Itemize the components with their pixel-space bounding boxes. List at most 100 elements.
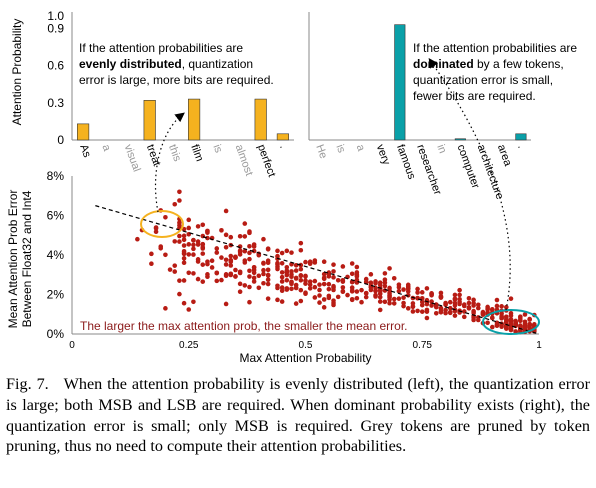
scatter-point bbox=[349, 289, 355, 294]
scatter-point bbox=[485, 306, 490, 311]
left-annotation-line: error is large, more bits are required. bbox=[79, 73, 274, 87]
scatter-point bbox=[335, 294, 341, 300]
scatter-point bbox=[200, 222, 206, 228]
right-annotation-line: quantization error is small, bbox=[413, 73, 553, 87]
scatter-point bbox=[265, 296, 271, 301]
scatter-point bbox=[415, 308, 420, 314]
scatter-point bbox=[331, 285, 336, 291]
scatter-point bbox=[504, 318, 509, 323]
scatter-point bbox=[457, 292, 462, 298]
scatter-point bbox=[209, 265, 215, 270]
left-token-label: . bbox=[277, 143, 289, 150]
scatter-point bbox=[513, 318, 518, 324]
scatter-y-tick-label: 6% bbox=[47, 209, 65, 223]
scatter-point bbox=[382, 299, 388, 305]
left-y-tick-label: 0.3 bbox=[47, 96, 64, 110]
caption-label: Fig. 7. bbox=[6, 375, 49, 393]
scatter-point bbox=[214, 270, 220, 276]
scatter-point bbox=[490, 315, 495, 321]
scatter-point bbox=[527, 316, 532, 322]
scatter-point bbox=[504, 314, 509, 320]
scatter-point bbox=[256, 285, 262, 291]
scatter-point bbox=[359, 287, 364, 293]
scatter-point bbox=[275, 297, 280, 303]
scatter-point bbox=[247, 256, 252, 262]
scatter-point bbox=[499, 315, 504, 321]
left-y-tick-label: 0.9 bbox=[47, 21, 64, 35]
scatter-point bbox=[261, 260, 266, 266]
scatter-point bbox=[490, 324, 495, 330]
scatter-point bbox=[219, 228, 224, 233]
scatter-point bbox=[153, 226, 159, 231]
scatter-point bbox=[475, 302, 481, 308]
scatter-point bbox=[205, 261, 210, 267]
scatter-point bbox=[265, 246, 271, 252]
scatter-point bbox=[340, 277, 346, 283]
scatter-point bbox=[214, 246, 220, 251]
scatter-point bbox=[382, 283, 388, 289]
scatter-point bbox=[349, 296, 355, 302]
scatter-point bbox=[242, 283, 248, 288]
scatter-point bbox=[331, 269, 336, 274]
scatter-point bbox=[401, 295, 406, 300]
scatter-point bbox=[289, 274, 294, 280]
scatter-point bbox=[429, 303, 434, 308]
scatter-point bbox=[401, 287, 406, 292]
scatter-point bbox=[242, 248, 248, 254]
scatter-point bbox=[349, 271, 355, 277]
scatter-point bbox=[279, 270, 285, 275]
scatter-point bbox=[317, 282, 322, 287]
scatter-point bbox=[415, 286, 420, 292]
scatter-point bbox=[457, 299, 462, 305]
scatter-point bbox=[223, 232, 229, 238]
scatter-point bbox=[186, 225, 192, 231]
scatter-y-tick-label: 2% bbox=[47, 288, 65, 302]
scatter-point bbox=[289, 286, 294, 292]
scatter-point bbox=[419, 299, 425, 305]
scatter-point bbox=[443, 310, 448, 316]
scatter-point bbox=[373, 292, 378, 298]
scatter-point bbox=[279, 285, 285, 290]
scatter-x-tick-label: 0.75 bbox=[413, 340, 433, 351]
scatter-point bbox=[410, 309, 416, 314]
scatter-point bbox=[363, 294, 369, 300]
scatter-point bbox=[391, 301, 397, 306]
scatter-point bbox=[447, 305, 453, 311]
left-y-tick-label: 0 bbox=[57, 133, 64, 147]
scatter-point bbox=[447, 310, 453, 316]
scatter-point bbox=[186, 217, 192, 223]
scatter-point bbox=[186, 307, 192, 312]
scatter-point bbox=[251, 244, 257, 249]
scatter-point bbox=[237, 252, 243, 257]
scatter-point bbox=[452, 296, 458, 301]
scatter-point bbox=[284, 264, 290, 270]
scatter-point bbox=[191, 252, 196, 257]
scatter-point bbox=[303, 278, 308, 283]
scatter-point bbox=[191, 271, 196, 276]
scatter-point bbox=[312, 284, 318, 290]
scatter-point bbox=[265, 272, 271, 278]
left-token-label: this bbox=[166, 143, 183, 164]
scatter-point bbox=[181, 278, 187, 283]
right-dotted-arrow bbox=[428, 58, 511, 311]
scatter-point bbox=[251, 264, 257, 270]
scatter-point bbox=[377, 282, 383, 288]
scatter-point bbox=[191, 246, 196, 252]
scatter-point bbox=[289, 250, 294, 255]
scatter-point bbox=[401, 303, 406, 309]
scatter-point bbox=[247, 284, 252, 290]
scatter-point bbox=[265, 260, 271, 266]
trend-line bbox=[95, 205, 540, 335]
scatter-point bbox=[279, 260, 285, 266]
scatter-y-axis-label-line1: Mean Attention Prob Error bbox=[6, 190, 20, 329]
right-annotation-rest: by a few tokens, bbox=[474, 57, 564, 71]
scatter-point bbox=[191, 242, 196, 248]
scatter-point bbox=[382, 277, 388, 282]
left-token-label: is bbox=[210, 143, 224, 155]
right-token-label: famous bbox=[394, 143, 418, 181]
scatter-y-tick-label: 4% bbox=[47, 248, 65, 262]
scatter-point bbox=[326, 281, 332, 287]
scatter-point bbox=[279, 288, 285, 294]
scatter-point bbox=[321, 259, 327, 265]
